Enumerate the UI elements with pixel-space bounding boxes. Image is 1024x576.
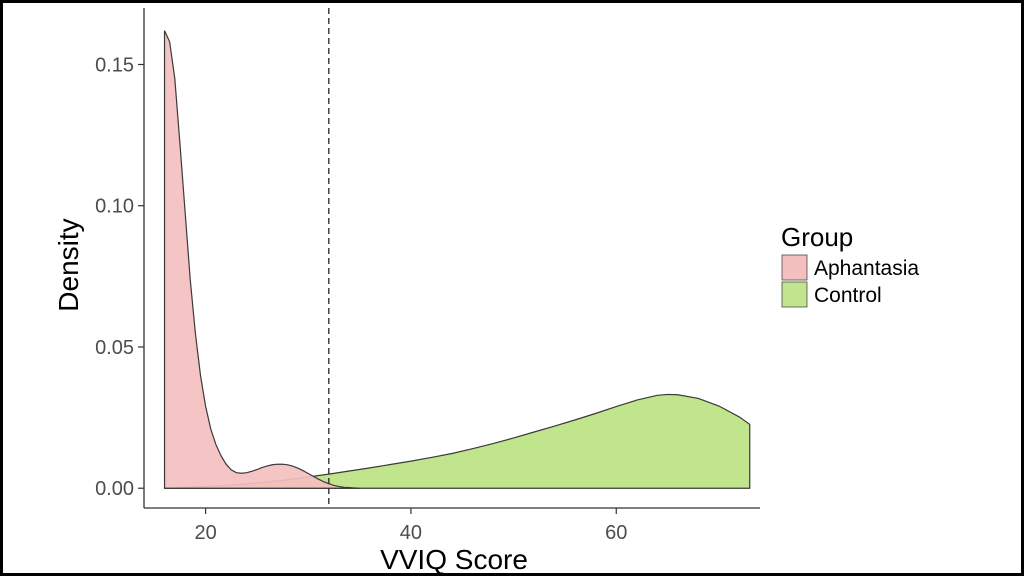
ticks: 20 40 60 0.00 0.05 0.10 0.15	[95, 54, 627, 544]
axes	[143, 8, 760, 509]
legend-title: Group	[781, 222, 853, 252]
legend-swatch-control	[781, 281, 808, 308]
legend-label-aphantasia: Aphantasia	[814, 257, 919, 280]
x-tick-label: 40	[400, 522, 422, 544]
legend-label-control: Control	[814, 284, 882, 307]
legend-swatch-aphantasia	[781, 254, 808, 281]
y-tick-label: 0.00	[95, 478, 134, 500]
y-tick-label: 0.10	[95, 196, 134, 218]
density-chart: 20 40 60 0.00 0.05 0.10 0.15 VVIQ Score Densit…	[53, 8, 919, 573]
density-areas	[163, 8, 751, 508]
x-axis-title: VVIQ Score	[380, 544, 528, 573]
x-tick-label: 20	[194, 522, 216, 544]
y-tick-label: 0.05	[95, 337, 134, 359]
y-tick-label: 0.15	[95, 54, 134, 76]
legend: Group Aphantasia Control	[781, 222, 919, 308]
y-axis-title: Density	[53, 218, 84, 311]
x-tick-label: 60	[605, 522, 627, 544]
density-area-aphantasia	[163, 30, 360, 489]
